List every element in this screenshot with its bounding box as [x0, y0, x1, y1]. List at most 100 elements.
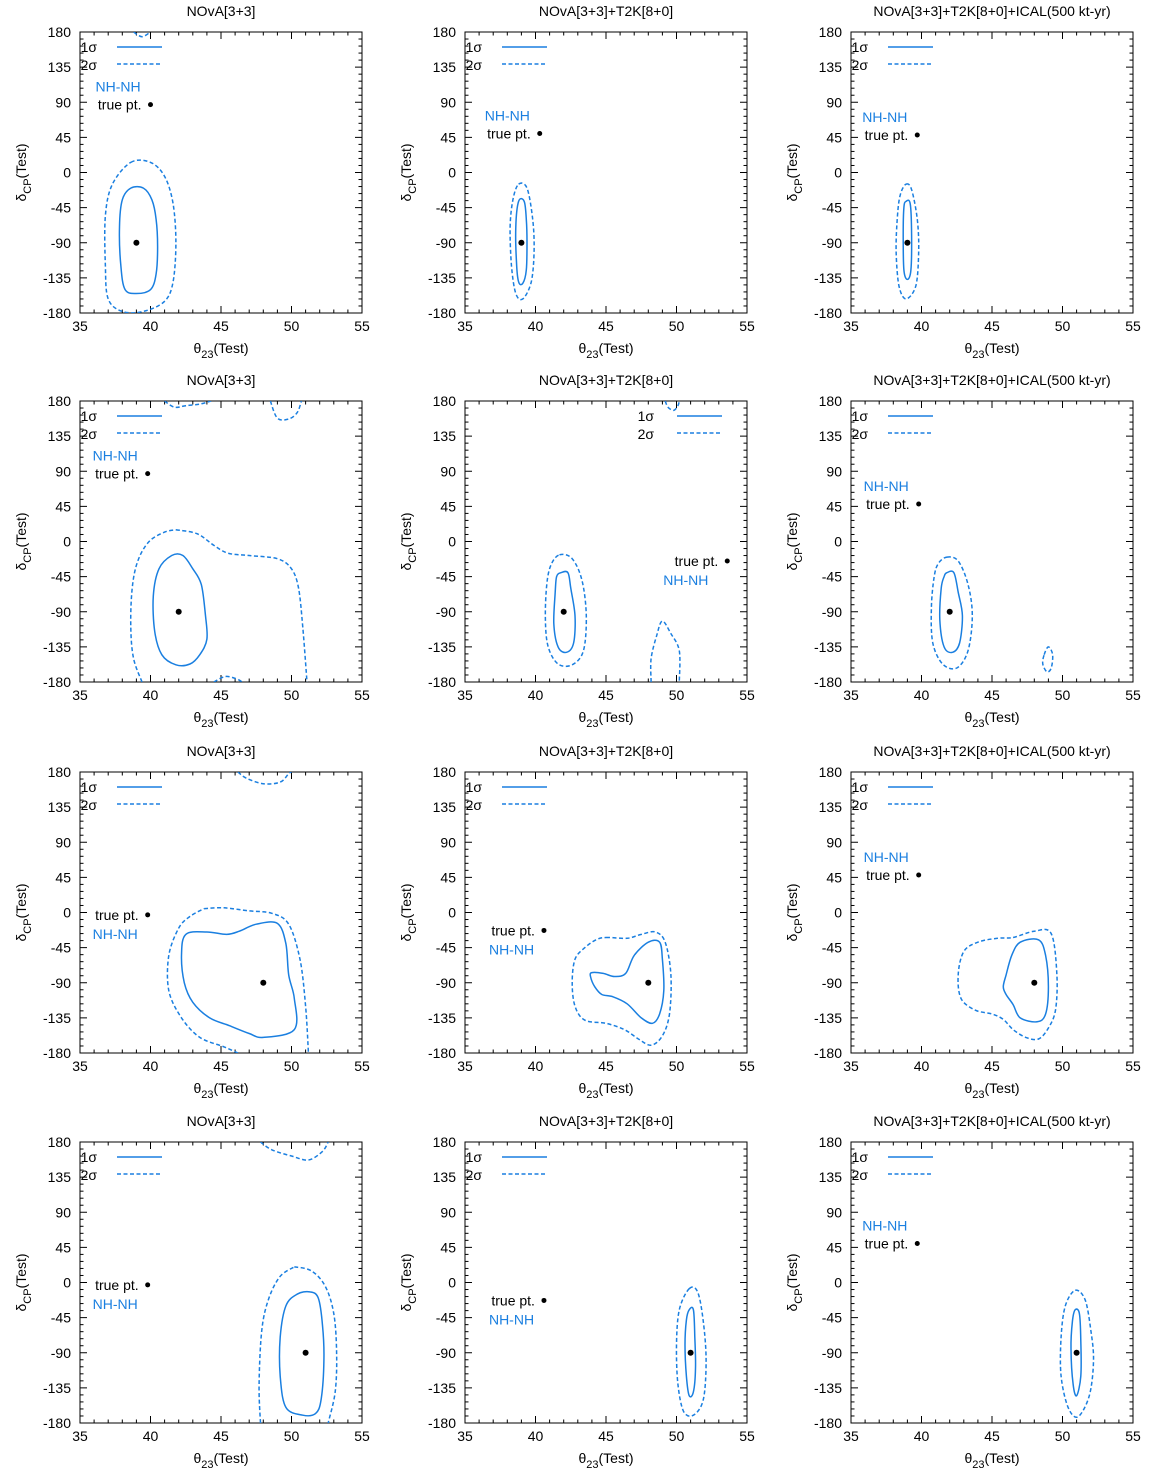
y-tick-label: -90 — [51, 235, 71, 251]
contour-2sigma — [664, 401, 681, 412]
contour-2sigma — [129, 529, 177, 682]
x-tick-label: 40 — [143, 1428, 159, 1444]
true-point-marker — [145, 1282, 151, 1288]
best-fit-point — [518, 239, 525, 246]
x-tick-label: 35 — [72, 1428, 88, 1444]
y-tick-label: 45 — [826, 129, 842, 145]
y-tick-label: -180 — [43, 1415, 71, 1431]
panel-11: NOvA[3+3]+T2K[8+0] 35 40 45 50 55 -180 -135 -90 -… — [398, 1113, 755, 1471]
y-tick-label: 45 — [55, 498, 71, 514]
y-tick-label: 135 — [433, 59, 457, 75]
hierarchy-label: NH-NH — [485, 107, 530, 123]
contours — [571, 930, 672, 1046]
y-axis-label: δCP(Test) — [13, 1253, 34, 1311]
x-axis-label: θ23(Test) — [964, 1080, 1019, 1101]
y-tick-label: 45 — [440, 1239, 456, 1255]
y-tick-label: -135 — [428, 639, 456, 655]
y-tick-label: 0 — [63, 534, 71, 550]
panel-6: NOvA[3+3]+T2K[8+0]+ICAL(500 kt-yr) 35 40 45… — [784, 372, 1141, 730]
y-axis-label: δCP(Test) — [13, 143, 34, 201]
y-tick-label: -45 — [51, 200, 71, 216]
y-tick-label: -90 — [436, 975, 456, 991]
contour-2sigma — [164, 401, 212, 409]
y-axis-label: δCP(Test) — [398, 143, 419, 201]
contour-2sigma — [930, 556, 974, 670]
y-tick-label: 180 — [433, 1134, 457, 1150]
y-tick-label: 0 — [448, 1275, 456, 1291]
plot-frame — [79, 400, 363, 683]
contour-2sigma — [294, 1266, 338, 1423]
y-tick-label: 180 — [433, 764, 457, 780]
best-fit-point — [904, 239, 911, 246]
panel-title: NOvA[3+3] — [187, 372, 256, 388]
y-tick-label: -135 — [428, 1010, 456, 1026]
legend-label: 2σ — [81, 797, 98, 813]
y-tick-label: -90 — [822, 604, 842, 620]
y-axis-label: δCP(Test) — [784, 1253, 805, 1311]
contour-2sigma — [258, 1266, 295, 1423]
true-point-label: true pt. — [675, 553, 719, 569]
y-tick-label: -180 — [428, 674, 456, 690]
contour-1sigma — [589, 939, 665, 1025]
x-tick-label: 45 — [598, 318, 614, 334]
y-tick-label: 135 — [48, 428, 72, 444]
y-tick-label: -135 — [43, 270, 71, 286]
panel-title: NOvA[3+3]+T2K[8+0]+ICAL(500 kt-yr) — [873, 372, 1110, 388]
panel-12: NOvA[3+3]+T2K[8+0]+ICAL(500 kt-yr) 35 40 45… — [784, 1113, 1141, 1471]
y-tick-label: 180 — [433, 24, 457, 40]
y-tick-label: -135 — [814, 1380, 842, 1396]
contour-2sigma — [649, 620, 681, 682]
y-tick-label: -90 — [822, 975, 842, 991]
y-tick-label: -90 — [822, 1345, 842, 1361]
x-tick-label: 55 — [354, 318, 370, 334]
y-axis-label: δCP(Test) — [13, 883, 34, 941]
y-tick-label: -135 — [43, 639, 71, 655]
x-tick-label: 35 — [72, 687, 88, 703]
y-tick-label: -180 — [43, 1045, 71, 1061]
y-tick-label: 90 — [55, 463, 71, 479]
y-tick-label: 180 — [48, 1134, 72, 1150]
legend-label: 2σ — [852, 797, 869, 813]
y-tick-label: 135 — [433, 799, 457, 815]
contours — [1059, 1289, 1095, 1418]
hierarchy-label: NH-NH — [93, 926, 138, 942]
y-tick-label: -135 — [814, 270, 842, 286]
contour-1sigma — [278, 1290, 325, 1417]
plot-frame — [79, 31, 363, 314]
legend-label: 1σ — [852, 408, 869, 424]
hierarchy-label: NH-NH — [489, 941, 534, 957]
x-tick-label: 40 — [143, 1058, 159, 1074]
y-tick-label: -45 — [436, 569, 456, 585]
x-tick-label: 40 — [914, 318, 930, 334]
panel-title: NOvA[3+3] — [187, 743, 256, 759]
y-tick-label: 45 — [826, 1239, 842, 1255]
x-tick-label: 45 — [984, 318, 1000, 334]
y-tick-label: 0 — [63, 165, 71, 181]
x-tick-label: 55 — [1125, 318, 1141, 334]
x-tick-label: 50 — [284, 1428, 300, 1444]
y-tick-label: -180 — [814, 305, 842, 321]
legend-label: 2σ — [81, 1167, 98, 1183]
panel-2: NOvA[3+3]+T2K[8+0] 35 40 45 50 55 -180 -135 -90 -… — [398, 3, 755, 361]
true-point-marker — [724, 558, 730, 564]
y-tick-label: -135 — [43, 1380, 71, 1396]
true-point-marker — [914, 1240, 920, 1246]
true-point-label: true pt. — [487, 125, 531, 141]
y-tick-label: 90 — [55, 1204, 71, 1220]
true-point-label: true pt. — [491, 1292, 535, 1308]
y-tick-label: -135 — [43, 1010, 71, 1026]
y-tick-label: 135 — [819, 428, 843, 444]
y-tick-label: -45 — [436, 940, 456, 956]
x-tick-label: 55 — [739, 687, 755, 703]
y-tick-label: 0 — [63, 1275, 71, 1291]
y-tick-label: -180 — [814, 1415, 842, 1431]
contours — [258, 1142, 338, 1423]
x-tick-label: 55 — [1125, 1428, 1141, 1444]
y-tick-label: 45 — [826, 869, 842, 885]
x-tick-label: 50 — [669, 1058, 685, 1074]
x-tick-label: 35 — [457, 1428, 473, 1444]
y-axis-label: δCP(Test) — [784, 143, 805, 201]
true-point-marker — [541, 1297, 547, 1303]
x-tick-label: 35 — [457, 687, 473, 703]
true-point-label: true pt. — [95, 466, 139, 482]
